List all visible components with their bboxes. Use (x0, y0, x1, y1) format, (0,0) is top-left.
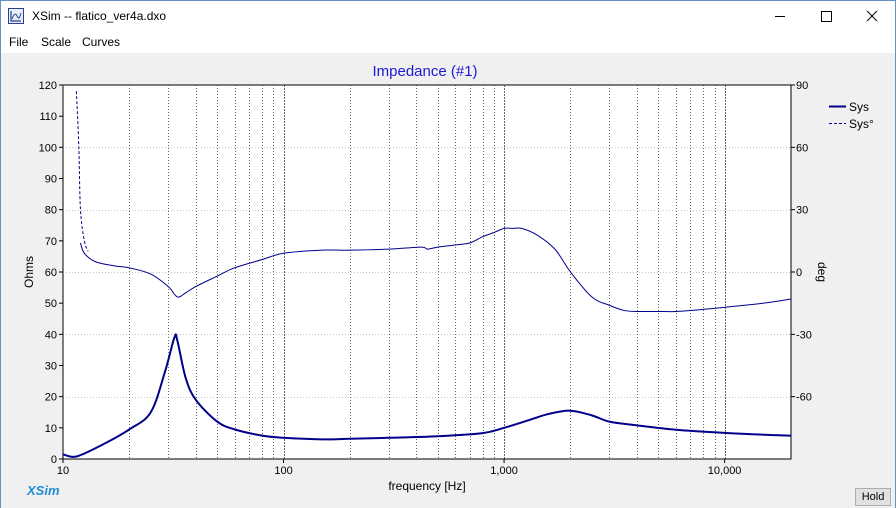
y-tick-label: 100 (39, 142, 57, 154)
impedance-phase-curve (79, 227, 792, 313)
impedance-magnitude-curve (62, 333, 792, 458)
series-layer (62, 91, 792, 458)
menu-bar: File Scale Curves (1, 32, 895, 52)
xsim-brand: XSim (27, 483, 60, 498)
y2-tick-label: -60 (796, 392, 812, 404)
axis-ticks: 0102030405060708090100110120-60-30030609… (39, 80, 812, 477)
legend: Sys Sys° (829, 100, 874, 131)
chart-title: Impedance (#1) (372, 63, 477, 80)
y-tick-label: 80 (45, 205, 57, 217)
y2-axis-label: deg (815, 262, 829, 282)
legend-label-sys-phase: Sys° (849, 117, 874, 131)
x-tick-label: 10,000 (708, 465, 742, 477)
legend-label-sys: Sys (849, 100, 869, 114)
minimize-button[interactable] (757, 1, 803, 31)
close-button[interactable] (849, 1, 895, 31)
y-tick-label: 90 (45, 174, 57, 186)
y-axis-label: Ohms (22, 256, 36, 288)
y-tick-label: 50 (45, 298, 57, 310)
impedance-phase-curve-dashed (75, 91, 89, 252)
y-tick-label: 10 (45, 423, 57, 435)
y-tick-label: 40 (45, 329, 57, 341)
title-bar[interactable]: XSim -- flatico_ver4a.dxo (1, 1, 895, 31)
x-tick-label: 100 (274, 465, 292, 477)
menu-file[interactable]: File (9, 35, 29, 49)
y-tick-label: 70 (45, 236, 57, 248)
plot-frame (62, 84, 792, 460)
y2-tick-label: 60 (796, 142, 808, 154)
menu-curves[interactable]: Curves (82, 35, 121, 49)
y-tick-label: 60 (45, 267, 57, 279)
minimize-icon (775, 16, 785, 17)
app-icon (8, 8, 24, 24)
y-tick-label: 30 (45, 361, 57, 373)
y2-tick-label: -30 (796, 329, 812, 341)
y-tick-label: 20 (45, 392, 57, 404)
y2-tick-label: 30 (796, 205, 808, 217)
y2-tick-label: 0 (796, 267, 802, 279)
maximize-button[interactable] (803, 1, 849, 31)
impedance-chart[interactable]: 0102030405060708090100110120-60-30030609… (1, 53, 895, 508)
x-axis-label: frequency [Hz] (388, 479, 465, 493)
close-icon (866, 10, 878, 22)
maximize-icon (821, 11, 832, 22)
menu-scale[interactable]: Scale (41, 35, 72, 49)
x-tick-label: 10 (57, 465, 69, 477)
hold-button[interactable]: Hold (855, 488, 891, 506)
grid-lines (63, 85, 791, 459)
y-tick-label: 120 (39, 80, 57, 92)
y2-tick-label: 90 (796, 80, 808, 92)
x-tick-label: 1,000 (490, 465, 518, 477)
y-tick-label: 110 (39, 111, 57, 123)
y-tick-label: 0 (51, 454, 57, 466)
window-title: XSim -- flatico_ver4a.dxo (32, 9, 167, 23)
